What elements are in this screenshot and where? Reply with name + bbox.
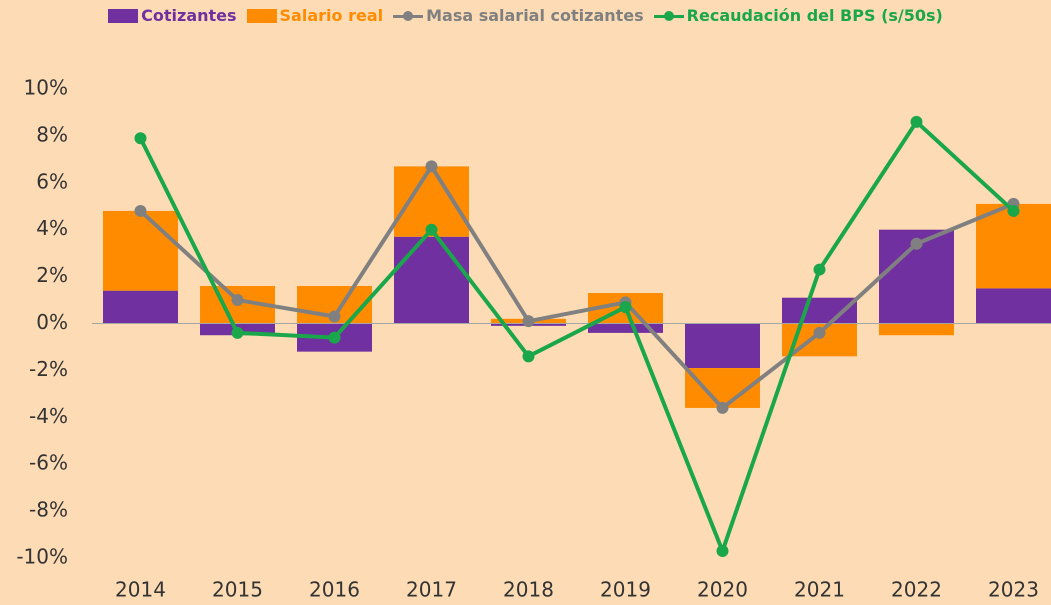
point [328, 310, 341, 323]
legend-item: Masa salarial cotizantes [393, 6, 644, 25]
y-tick-label: 10% [24, 76, 68, 100]
y-tick-label: 8% [36, 122, 68, 146]
point [813, 326, 826, 339]
x-tick-label: 2023 [988, 578, 1039, 602]
legend-item: Salario real [246, 6, 384, 25]
bar [103, 290, 178, 324]
y-tick-label: 0% [36, 310, 68, 334]
point [231, 294, 244, 307]
y-tick-label: -4% [29, 404, 68, 428]
y-tick-label: -8% [29, 498, 68, 522]
point [619, 301, 632, 314]
point [716, 544, 729, 557]
x-tick-label: 2020 [697, 578, 748, 602]
y-tick-label: 6% [36, 169, 68, 193]
legend-label: Cotizantes [141, 6, 237, 25]
legend-swatch [246, 8, 277, 23]
legend-swatch [653, 9, 684, 23]
legend-label: Masa salarial cotizantes [426, 6, 644, 25]
y-tick-label: -6% [29, 451, 68, 475]
bar [588, 323, 663, 333]
point [231, 326, 244, 339]
legend-item: Recaudación del BPS (s/50s) [653, 6, 943, 25]
point [522, 315, 535, 328]
y-tick-label: -2% [29, 357, 68, 381]
x-tick-label: 2014 [115, 578, 166, 602]
legend-item: Cotizantes [108, 6, 237, 25]
bar [103, 210, 178, 291]
x-tick-label: 2017 [406, 578, 457, 602]
x-tick-label: 2022 [891, 578, 942, 602]
line [138, 118, 1015, 557]
bar [976, 288, 1051, 324]
point [1007, 204, 1020, 217]
point [716, 401, 729, 414]
x-tick-label: 2015 [212, 578, 263, 602]
bar [879, 323, 954, 336]
point [813, 263, 826, 276]
point [134, 204, 147, 217]
bar [976, 203, 1051, 289]
legend-label: Salario real [279, 6, 384, 25]
line [139, 162, 1015, 411]
x-tick-label: 2016 [309, 578, 360, 602]
y-tick-label: -10% [16, 545, 68, 569]
point [910, 115, 923, 128]
point [910, 237, 923, 250]
legend-swatch [108, 8, 139, 23]
bar [685, 323, 760, 369]
point [425, 160, 438, 173]
x-tick-label: 2019 [600, 578, 651, 602]
point [522, 350, 535, 363]
y-tick-label: 4% [36, 216, 68, 240]
bar [394, 236, 469, 324]
y-tick-label: 2% [36, 263, 68, 287]
point [425, 223, 438, 236]
point [328, 331, 341, 344]
legend-label: Recaudación del BPS (s/50s) [686, 6, 943, 25]
x-tick-label: 2021 [794, 578, 845, 602]
point [134, 132, 147, 145]
x-tick-label: 2018 [503, 578, 554, 602]
legend-swatch [393, 9, 424, 23]
legend: Cotizantes Salario real Masa salarial coti… [0, 6, 1051, 25]
